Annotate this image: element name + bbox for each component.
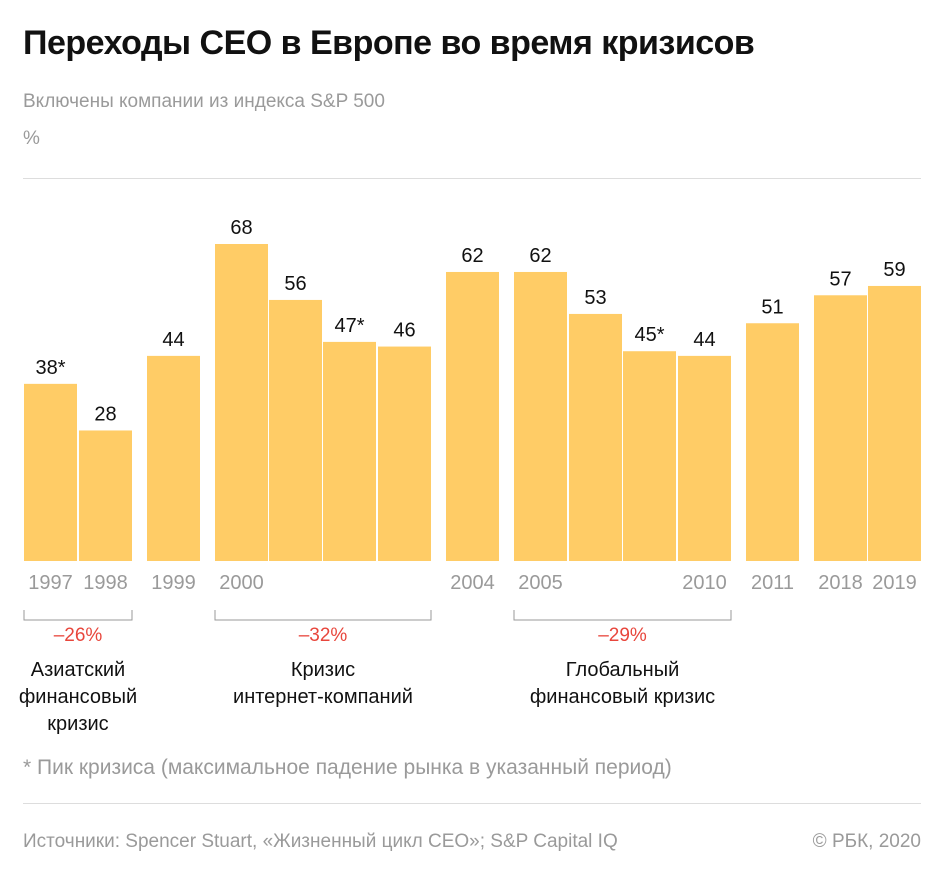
- x-tick-label: 2019: [872, 572, 917, 594]
- bar-value-label: 28: [94, 403, 116, 425]
- bar-value-label: 53: [584, 287, 606, 309]
- x-tick-label: 2005: [518, 572, 563, 594]
- bar-2: [147, 355, 200, 561]
- bar-4: [269, 299, 322, 561]
- bar-value-label: 62: [529, 245, 551, 267]
- source-note: Источники: Spencer Stuart, «Жизненный ци…: [23, 831, 618, 852]
- x-tick-label: 2011: [751, 572, 794, 594]
- crisis-change-label: –26%: [54, 625, 103, 646]
- bar-value-label: 46: [393, 320, 415, 342]
- bar-value-label: 56: [284, 273, 306, 295]
- bar-value-label: 59: [883, 259, 905, 281]
- bar-value-label: 47*: [334, 315, 364, 337]
- crisis-name-label: финансовый: [19, 686, 137, 708]
- bar-0: [24, 383, 77, 561]
- x-tick-label: 1997: [28, 572, 73, 594]
- x-tick-label: 2018: [818, 572, 863, 594]
- bar-5: [323, 341, 376, 561]
- crisis-name-label: Глобальный: [566, 659, 680, 681]
- unit-label: %: [23, 128, 40, 149]
- bar-8: [514, 271, 567, 561]
- crisis-name-label: Кризис: [291, 659, 355, 681]
- crisis-name-label: Азиатский: [31, 659, 125, 681]
- bar-14: [868, 285, 921, 561]
- x-tick-label: 1999: [151, 572, 196, 594]
- crisis-change-label: –29%: [598, 625, 647, 646]
- x-tick-label: 1998: [83, 572, 128, 594]
- bar-value-label: 44: [693, 329, 715, 351]
- bar-6: [378, 346, 431, 561]
- crisis-bracket: [23, 610, 133, 621]
- bar-12: [746, 323, 799, 561]
- chart-subtitle: Включены компании из индекса S&P 500: [23, 91, 385, 112]
- footnote: * Пик кризиса (максимальное падение рынк…: [23, 756, 672, 779]
- bar-chart: 38* 1997 28 1998 44 1999 68 2000 56 47* 46 62 2004 62…: [19, 217, 921, 735]
- crisis-name-label: кризис: [47, 713, 108, 735]
- crisis-bracket: [214, 610, 432, 621]
- bar-13: [814, 295, 867, 561]
- bar-value-label: 44: [162, 329, 184, 351]
- bar-7: [446, 271, 499, 561]
- bottom-divider: [23, 803, 921, 804]
- bar-3: [215, 244, 268, 561]
- crisis-name-label: финансовый кризис: [530, 686, 715, 708]
- bar-1: [79, 430, 132, 561]
- bar-value-label: 38*: [35, 357, 65, 379]
- bar-value-label: 62: [461, 245, 483, 267]
- x-tick-label: 2000: [219, 572, 264, 594]
- bar-value-label: 57: [829, 268, 851, 290]
- bar-10: [623, 351, 676, 561]
- x-tick-label: 2004: [450, 572, 495, 594]
- top-divider: [23, 178, 921, 179]
- bar-value-label: 68: [230, 217, 252, 239]
- copyright: © РБК, 2020: [812, 831, 921, 852]
- bar-11: [678, 355, 731, 561]
- bar-value-label: 45*: [634, 324, 664, 346]
- bar-9: [569, 313, 622, 561]
- chart-title: Переходы CEO в Европе во время кризисов: [23, 24, 755, 62]
- bar-value-label: 51: [761, 296, 783, 318]
- crisis-name-label: интернет-компаний: [233, 686, 413, 708]
- crisis-bracket: [513, 610, 732, 621]
- crisis-change-label: –32%: [299, 625, 348, 646]
- x-tick-label: 2010: [682, 572, 727, 594]
